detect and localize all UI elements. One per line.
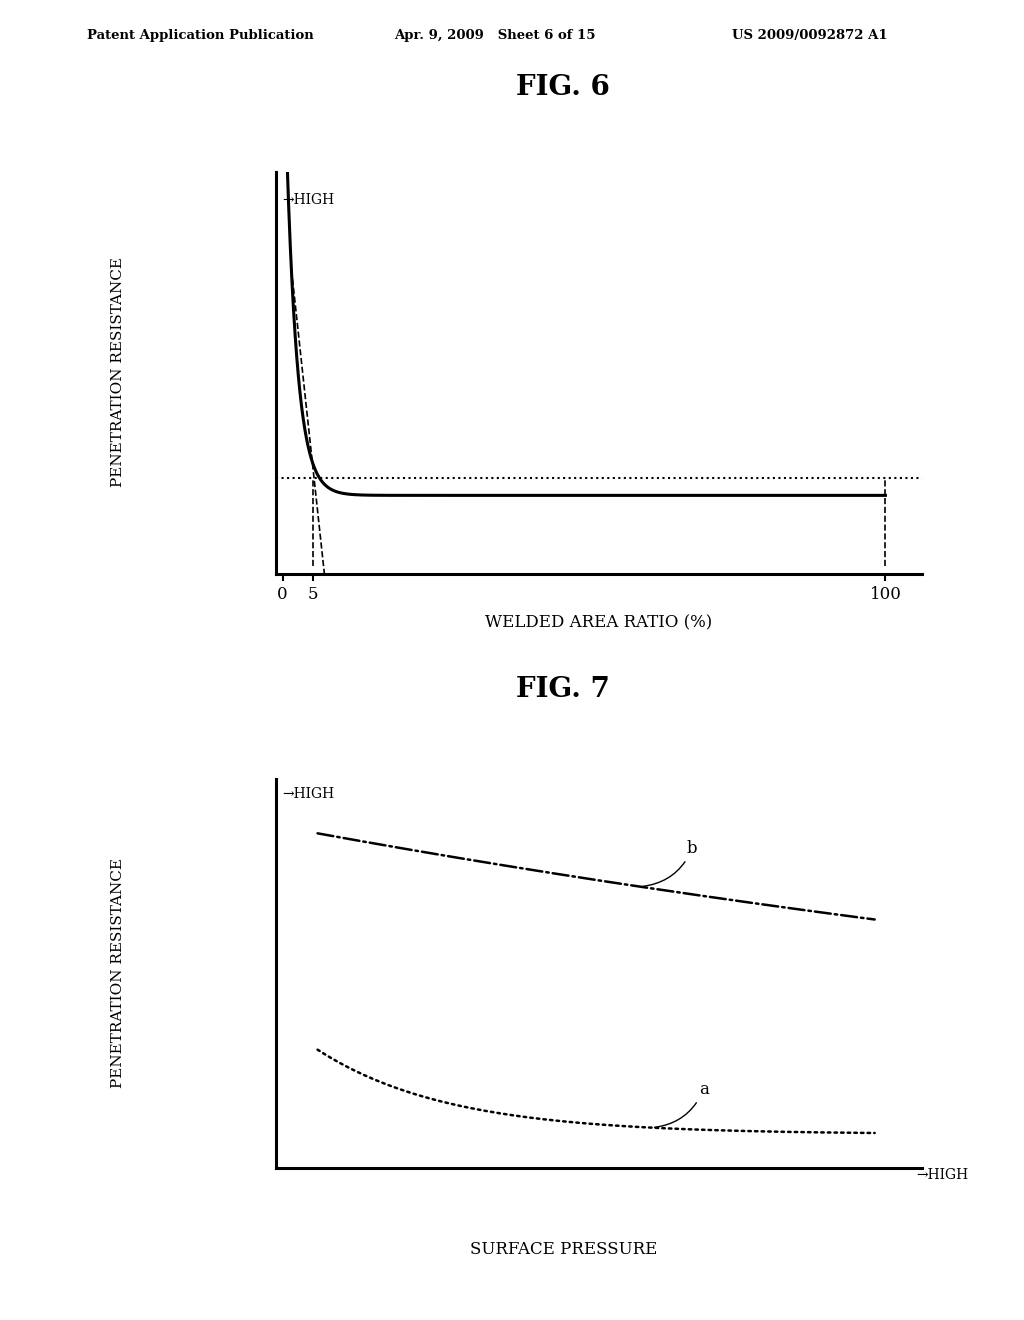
Text: b: b: [643, 840, 697, 886]
Text: FIG. 6: FIG. 6: [516, 74, 610, 100]
Text: SURFACE PRESSURE: SURFACE PRESSURE: [470, 1241, 656, 1258]
Text: a: a: [654, 1081, 709, 1127]
Text: Patent Application Publication: Patent Application Publication: [87, 29, 313, 42]
Text: →HIGH: →HIGH: [283, 193, 335, 207]
Text: →HIGH: →HIGH: [915, 1168, 968, 1183]
X-axis label: WELDED AREA RATIO (%): WELDED AREA RATIO (%): [485, 614, 713, 631]
Text: →HIGH: →HIGH: [283, 787, 335, 801]
Text: PENETRATION RESISTANCE: PENETRATION RESISTANCE: [111, 257, 125, 487]
Text: FIG. 7: FIG. 7: [516, 676, 610, 702]
Text: PENETRATION RESISTANCE: PENETRATION RESISTANCE: [111, 858, 125, 1088]
Text: US 2009/0092872 A1: US 2009/0092872 A1: [732, 29, 888, 42]
Text: Apr. 9, 2009   Sheet 6 of 15: Apr. 9, 2009 Sheet 6 of 15: [394, 29, 596, 42]
